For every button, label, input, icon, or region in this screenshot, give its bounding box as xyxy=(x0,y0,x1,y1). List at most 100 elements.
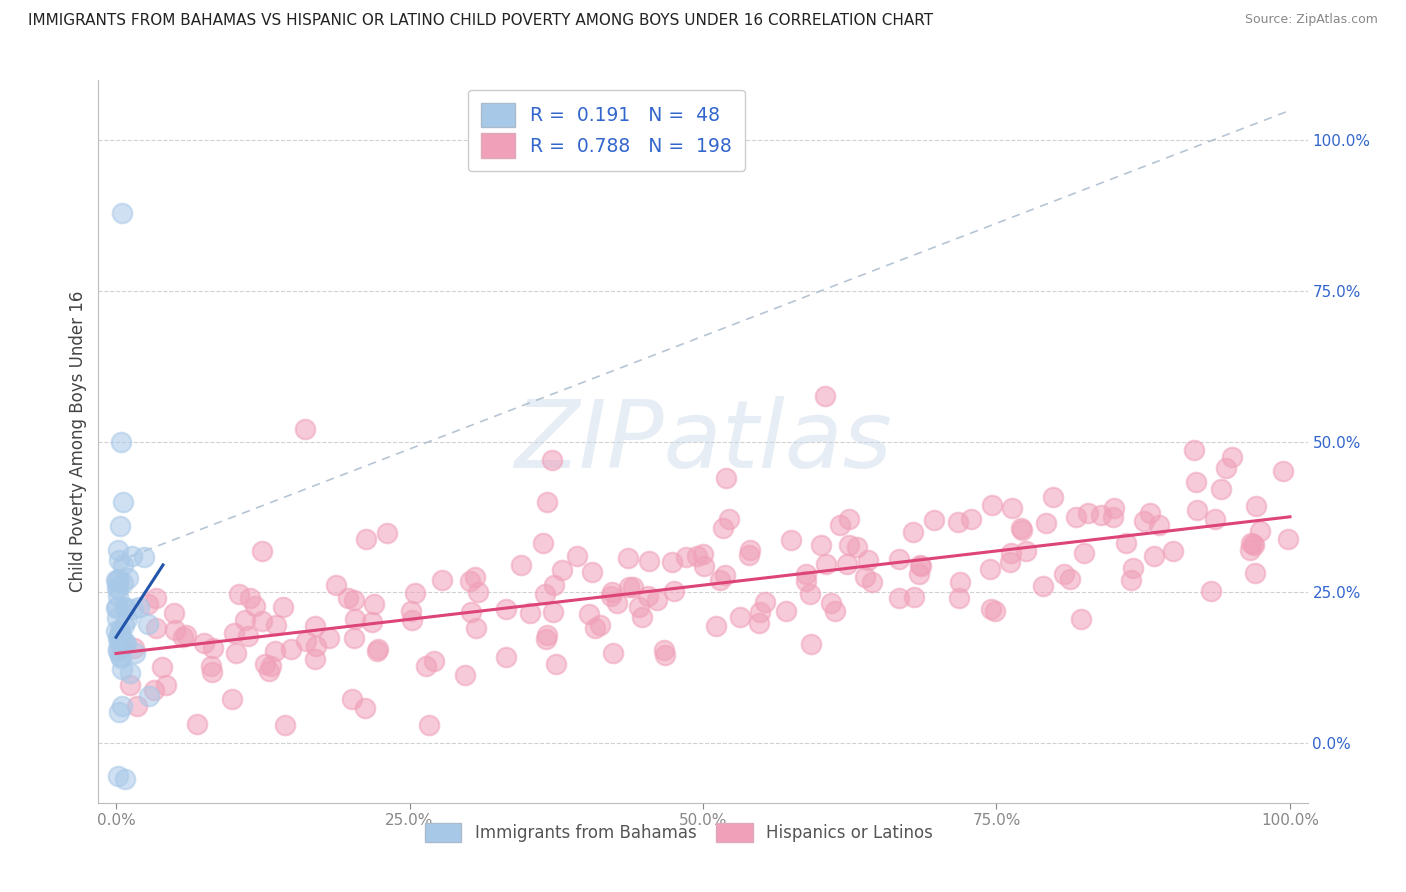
Point xyxy=(838,512,860,526)
Point xyxy=(1239,542,1261,557)
Point xyxy=(107,642,129,657)
Point xyxy=(399,604,422,618)
Point xyxy=(856,553,879,567)
Point xyxy=(120,665,142,680)
Point xyxy=(108,572,131,586)
Point xyxy=(1185,475,1208,490)
Point xyxy=(110,628,132,642)
Point xyxy=(541,605,564,619)
Point xyxy=(860,574,883,589)
Point xyxy=(115,611,138,625)
Point xyxy=(717,512,740,526)
Point xyxy=(343,632,366,646)
Legend: Immigrants from Bahamas, Hispanics or Latinos: Immigrants from Bahamas, Hispanics or La… xyxy=(418,816,939,848)
Point xyxy=(1209,482,1232,496)
Point xyxy=(495,602,517,616)
Point xyxy=(820,596,842,610)
Point xyxy=(536,628,558,642)
Point xyxy=(264,617,287,632)
Point xyxy=(998,555,1021,569)
Point xyxy=(318,631,340,645)
Point xyxy=(354,533,377,547)
Point xyxy=(1241,537,1264,551)
Point xyxy=(738,548,761,562)
Point xyxy=(120,677,142,691)
Point xyxy=(621,580,644,594)
Point xyxy=(600,589,623,603)
Point xyxy=(551,563,574,577)
Point xyxy=(404,586,426,600)
Point xyxy=(464,570,486,584)
Point xyxy=(495,649,517,664)
Point xyxy=(748,616,770,631)
Point xyxy=(110,640,132,654)
Point xyxy=(1070,612,1092,626)
Y-axis label: Child Poverty Among Boys Under 16: Child Poverty Among Boys Under 16 xyxy=(69,291,87,592)
Point xyxy=(305,640,328,654)
Point xyxy=(1104,500,1126,515)
Point xyxy=(922,513,945,527)
Point xyxy=(654,648,676,663)
Point xyxy=(110,650,132,665)
Point xyxy=(108,553,131,567)
Point xyxy=(714,568,737,582)
Point xyxy=(260,659,283,673)
Point xyxy=(984,604,1007,618)
Point xyxy=(1053,566,1076,581)
Point xyxy=(239,591,262,605)
Point xyxy=(716,471,738,485)
Point xyxy=(107,769,129,783)
Point xyxy=(165,623,187,637)
Point xyxy=(460,606,482,620)
Point xyxy=(111,205,134,219)
Point xyxy=(692,547,714,561)
Point xyxy=(1000,546,1022,560)
Point xyxy=(910,559,932,574)
Point xyxy=(114,772,136,786)
Point xyxy=(136,616,159,631)
Point xyxy=(814,389,837,403)
Point xyxy=(250,614,273,628)
Point xyxy=(225,646,247,660)
Point xyxy=(531,536,554,550)
Point xyxy=(138,690,160,704)
Point xyxy=(193,636,215,650)
Point xyxy=(325,577,347,591)
Point xyxy=(105,600,128,615)
Point xyxy=(221,692,243,706)
Point xyxy=(738,542,761,557)
Point xyxy=(271,600,294,615)
Point xyxy=(105,599,128,614)
Point xyxy=(1243,538,1265,552)
Point xyxy=(415,659,437,673)
Point xyxy=(728,609,751,624)
Point xyxy=(908,558,931,573)
Text: ZIPatlas: ZIPatlas xyxy=(515,396,891,487)
Point xyxy=(800,637,823,651)
Point xyxy=(107,590,129,604)
Point xyxy=(754,595,776,609)
Point xyxy=(114,618,136,632)
Point xyxy=(366,644,388,658)
Point xyxy=(122,640,145,655)
Point xyxy=(709,573,731,587)
Point xyxy=(127,698,149,713)
Point xyxy=(105,624,128,639)
Point xyxy=(375,526,398,541)
Point xyxy=(186,717,208,731)
Point xyxy=(201,665,224,680)
Point xyxy=(128,600,150,615)
Point xyxy=(1032,579,1054,593)
Point xyxy=(174,628,197,642)
Point xyxy=(344,612,367,626)
Point xyxy=(533,587,555,601)
Text: Source: ZipAtlas.com: Source: ZipAtlas.com xyxy=(1244,13,1378,27)
Point xyxy=(616,551,638,566)
Point xyxy=(145,621,167,635)
Point xyxy=(253,657,276,672)
Point xyxy=(1119,573,1142,587)
Point xyxy=(775,603,797,617)
Point xyxy=(111,662,134,676)
Point xyxy=(145,591,167,606)
Point xyxy=(980,602,1002,616)
